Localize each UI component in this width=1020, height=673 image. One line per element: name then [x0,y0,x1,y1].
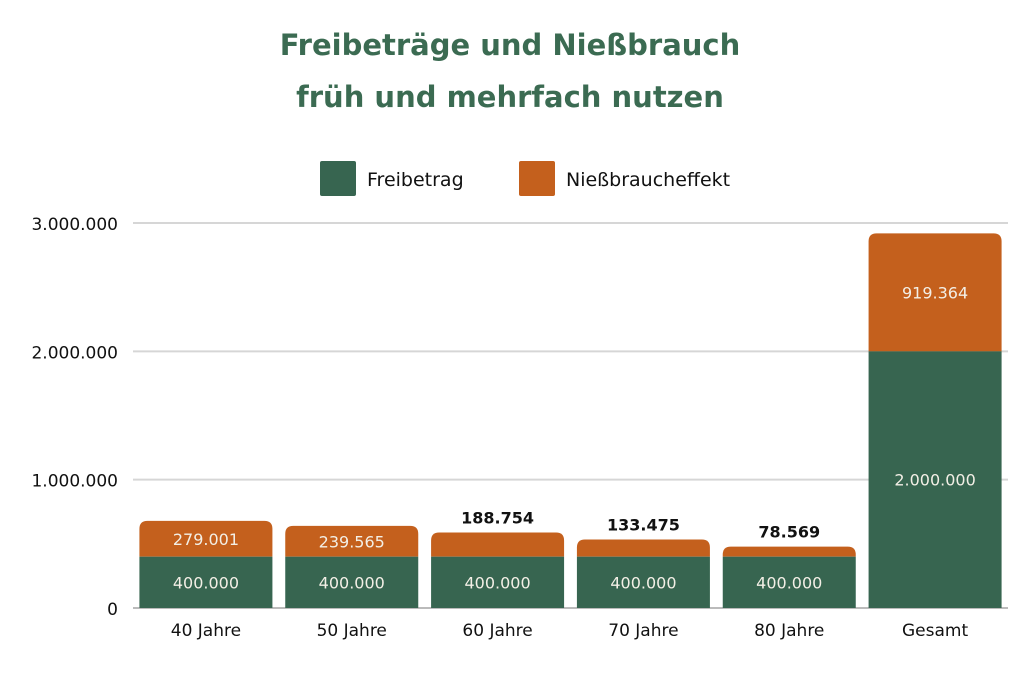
y-tick-label: 3.000.000 [31,215,118,235]
bar-label-freibetrag: 400.000 [610,573,676,592]
bar-label-niessbraucheffekt: 279.001 [173,530,239,549]
x-tick-label: 70 Jahre [608,621,678,641]
bar-niessbraucheffekt [868,233,1002,352]
bar-label-freibetrag: 400.000 [173,573,239,592]
chart-title-line-2: früh und mehrfach nutzen [296,80,724,114]
legend-label-freibetrag: Freibetrag [367,169,464,191]
bar-freibetrag [431,556,565,608]
legend-label-niessbraucheffekt: Nießbraucheffekt [566,169,730,191]
y-tick-label: 0 [107,600,118,620]
bar-niessbraucheffekt [722,546,856,557]
bar-label-niessbraucheffekt: 133.475 [607,516,680,535]
bar-label-freibetrag: 400.000 [756,573,822,592]
bar-label-niessbraucheffekt: 239.565 [319,532,385,551]
bar-freibetrag [868,351,1002,608]
bar-label-niessbraucheffekt: 78.569 [758,523,820,542]
bar-label-freibetrag: 2.000.000 [894,471,975,490]
legend-swatch-niessbraucheffekt [519,161,555,196]
x-tick-label: 40 Jahre [171,621,241,641]
bar-niessbraucheffekt [285,525,419,557]
x-tick-label: 60 Jahre [462,621,532,641]
x-tick-label: 50 Jahre [317,621,387,641]
bar-label-niessbraucheffekt: 188.754 [461,508,534,527]
bar-label-freibetrag: 400.000 [319,573,385,592]
bar-freibetrag [139,556,273,608]
bar-niessbraucheffekt [431,532,565,557]
bar-freibetrag [722,556,856,608]
bar-freibetrag [285,556,419,608]
chart-title-line-1: Freibeträge und Nießbrauch [279,28,741,62]
bar-niessbraucheffekt [139,520,273,557]
bar-niessbraucheffekt [576,539,710,557]
legend-swatch-freibetrag [320,161,356,196]
y-tick-label: 1.000.000 [31,472,118,492]
x-tick-label: 80 Jahre [754,621,824,641]
y-tick-label: 2.000.000 [31,343,118,363]
x-tick-label: Gesamt [902,621,968,641]
bar-label-niessbraucheffekt: 919.364 [902,283,968,302]
bar-label-freibetrag: 400.000 [464,573,530,592]
bar-freibetrag [576,556,710,608]
